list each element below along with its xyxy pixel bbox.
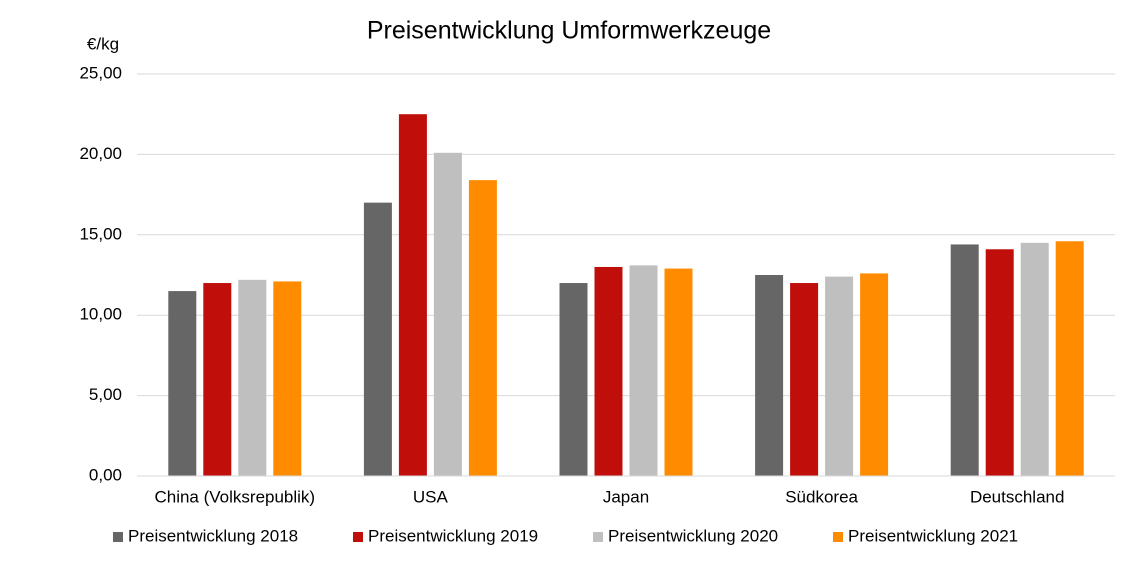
legend-swatch: [593, 532, 603, 542]
bar: [950, 244, 979, 476]
x-tick-label: Japan: [603, 487, 649, 506]
bar: [238, 279, 267, 476]
x-tick-label: Südkorea: [785, 487, 858, 506]
y-axis-label: €/kg: [87, 34, 119, 53]
legend-swatch: [113, 532, 123, 542]
bar: [203, 283, 232, 476]
bar: [985, 249, 1014, 476]
bar: [559, 283, 588, 476]
bar: [1020, 242, 1049, 476]
bar: [433, 152, 462, 477]
bar: [1055, 241, 1084, 476]
bar: [273, 281, 302, 476]
bar: [168, 291, 197, 476]
legend-label: Preisentwicklung 2019: [368, 526, 538, 545]
y-tick-label: 0,00: [89, 465, 122, 484]
legend-label: Preisentwicklung 2021: [848, 526, 1018, 545]
bar: [664, 268, 693, 476]
x-tick-label: Deutschland: [970, 487, 1065, 506]
y-tick-label: 5,00: [89, 385, 122, 404]
y-tick-label: 25,00: [79, 63, 122, 82]
x-tick-label: China (Volksrepublik): [154, 487, 315, 506]
legend-label: Preisentwicklung 2018: [128, 526, 298, 545]
y-tick-label: 15,00: [79, 224, 122, 243]
bar: [468, 180, 497, 477]
bar: [363, 202, 392, 476]
y-tick-label: 20,00: [79, 144, 122, 163]
y-tick-label: 10,00: [79, 305, 122, 324]
chart-title: Preisentwicklung Umformwerkzeuge: [367, 17, 771, 45]
bar: [825, 276, 854, 476]
legend-swatch: [833, 532, 843, 542]
legend-label: Preisentwicklung 2020: [608, 526, 778, 545]
bar: [594, 266, 623, 476]
legend-swatch: [353, 532, 363, 542]
bar: [860, 273, 889, 476]
bar: [790, 283, 819, 476]
bar: [755, 275, 784, 476]
bar: [398, 114, 427, 476]
x-tick-label: USA: [413, 487, 449, 506]
bar: [629, 265, 658, 476]
